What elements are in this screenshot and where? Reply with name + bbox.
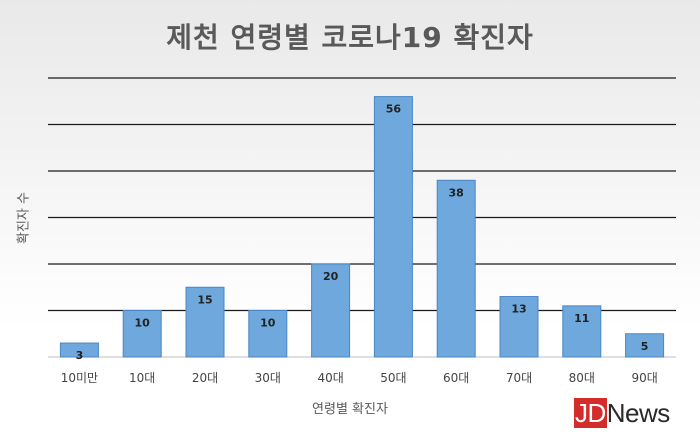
bar [311,263,351,358]
logo-jd: JD [574,398,607,428]
x-tick-label: 30대 [255,371,281,385]
data-label: 13 [511,303,526,316]
bar [122,310,162,358]
jdnews-logo: JDNews [574,398,671,428]
bar [248,310,288,358]
data-label: 20 [323,270,339,283]
x-axis-title: 연령별 확진자 [312,402,388,417]
x-tick-label: 20대 [192,371,218,385]
x-tick-label: 10미만 [61,371,98,385]
x-tick-label: 70대 [506,371,532,385]
x-tick-label: 80대 [569,371,595,385]
data-label: 15 [197,293,212,306]
data-label: 10 [260,317,276,330]
x-tick-label: 90대 [631,371,657,385]
data-label: 3 [76,349,84,362]
chart-title: 제천 연령별 코로나19 확진자 [166,21,534,54]
bar [185,286,225,358]
x-tick-label: 50대 [380,371,406,385]
data-label: 5 [641,340,649,353]
bar [373,96,413,358]
x-tick-label: 40대 [317,371,343,385]
bar [436,179,476,358]
x-tick-label: 60대 [443,371,469,385]
data-label: 38 [449,186,464,199]
logo-news: News [606,398,671,428]
bar [59,342,99,358]
bar [625,333,665,358]
bar [562,305,602,358]
x-tick-label: 10대 [129,371,155,385]
data-label: 11 [574,312,589,325]
data-label: 56 [386,103,402,116]
bar [499,296,539,358]
data-label: 10 [135,317,151,330]
